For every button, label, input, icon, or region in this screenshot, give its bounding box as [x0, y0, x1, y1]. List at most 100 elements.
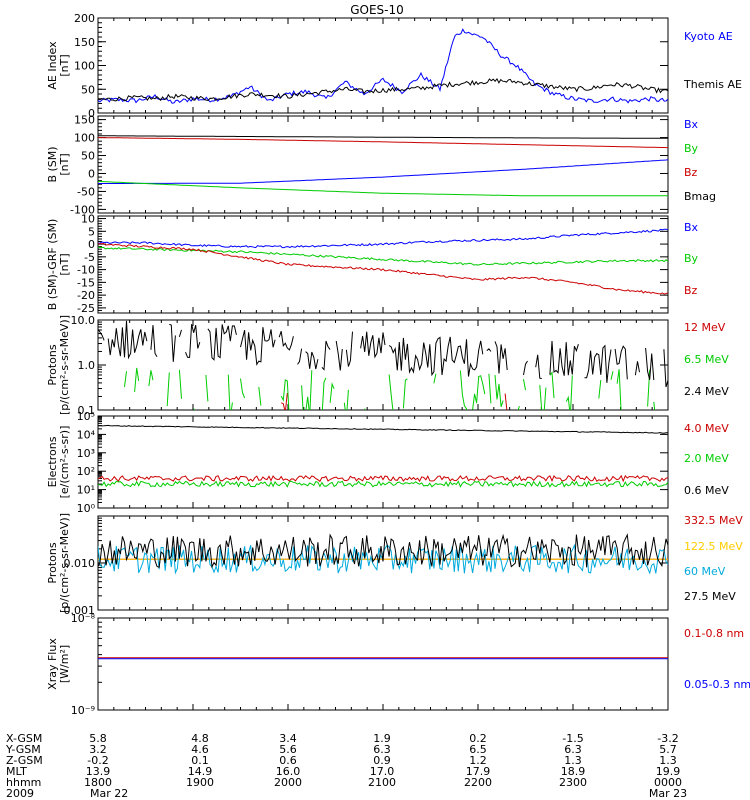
series-line-4-0-mev	[98, 474, 668, 483]
y-tick-label: 1.0	[78, 359, 96, 372]
y-tick-label: 150	[74, 36, 95, 49]
y-tick-label: 0	[88, 167, 95, 180]
y-tick-label: 0.001	[64, 604, 96, 617]
y-tick-label: -25	[77, 302, 95, 315]
y-axis-label: B (SM)	[46, 146, 59, 182]
ephem-value: Mar 23	[649, 787, 687, 800]
y-tick-label: 10⁵	[77, 410, 95, 423]
series-line-bz	[98, 242, 668, 295]
ephem-value: 2200	[464, 776, 492, 789]
y-axis-unit: [nT]	[58, 253, 71, 275]
legend-entry: Bz	[684, 166, 698, 179]
y-axis-unit: [nT]	[58, 153, 71, 175]
series-line-bx	[98, 228, 668, 249]
ephem-value: 19.9	[656, 765, 681, 778]
ephem-value: 5.8	[89, 732, 107, 745]
panel-frame	[97, 215, 669, 314]
y-axis-unit: [p/(cm²-s-sr-MeV)]	[58, 513, 71, 613]
y-tick-label: 0	[88, 107, 95, 120]
legend-entry: 0.05-0.3 nm	[684, 678, 750, 691]
series-line-60-mev	[98, 543, 668, 575]
panel-b: -100 -50 0 50 100 150 B (SM) [nT] Bx By Bz Bmag	[46, 114, 716, 217]
legend-entry: Bmag	[684, 190, 716, 203]
series-line-bx	[98, 159, 668, 184]
legend-entry: 27.5 MeV	[684, 590, 736, 603]
panel-frame	[97, 515, 669, 611]
ephem-value: 0.9	[373, 754, 391, 767]
ephem-value: 1.2	[469, 754, 487, 767]
y-tick-label: 10.0	[71, 314, 96, 327]
ephem-row-label: Y-GSM	[5, 743, 41, 756]
y-tick-label: 10⁴	[77, 428, 96, 441]
series-line-bmag	[98, 135, 668, 139]
ephem-value: 17.0	[370, 765, 395, 778]
series-line-by	[98, 246, 668, 266]
y-axis-unit: [e/(cm²-s-sr)]	[58, 426, 71, 499]
series-line-themis-ae	[98, 77, 668, 102]
y-axis-label: AE Index	[46, 41, 59, 90]
ephem-row-label: hhmm	[6, 776, 41, 789]
series-line-kyoto-ae	[98, 28, 668, 104]
ephem-value: 1800	[84, 776, 112, 789]
y-tick-label: -20	[77, 289, 95, 302]
y-tick-label: 50	[81, 150, 95, 163]
y-tick-label: 10	[81, 213, 95, 226]
y-tick-label: -5	[84, 251, 95, 264]
panel-protons_high: 0.001 0.010 Protons [p/(cm²-s-sr-MeV)] 332.5…	[46, 513, 743, 617]
ephem-value: 0.2	[469, 732, 487, 745]
legend-entry: 0.1-0.8 nm	[684, 627, 744, 640]
y-tick-label: 100	[74, 60, 95, 73]
legend-entry: 2.4 MeV	[684, 385, 729, 398]
y-tick-label: 5	[88, 225, 95, 238]
legend-entry: 122.5 MeV	[684, 540, 743, 553]
legend-entry: Kyoto AE	[684, 30, 733, 43]
legend-entry: 4.0 MeV	[684, 422, 729, 435]
y-axis-unit: [nT]	[58, 54, 71, 76]
y-axis-label: Xray Flux	[46, 638, 59, 690]
y-tick-label: 10²	[77, 465, 95, 478]
y-tick-label: 0	[88, 238, 95, 251]
ephem-value: -1.5	[562, 732, 583, 745]
panel-electrons: 10⁰ 10¹ 10² 10³ 10⁴ 10⁵ Electrons [e/(cm²-s-sr)…	[46, 410, 729, 515]
panel-frame	[97, 115, 669, 214]
legend-entry: By	[684, 252, 699, 265]
ephem-value: -0.2	[87, 754, 108, 767]
ephem-value: -3.2	[657, 732, 678, 745]
ephem-value: 5.6	[279, 743, 297, 756]
ephem-value: 5.7	[659, 743, 677, 756]
ephem-value: 1.9	[373, 732, 391, 745]
ephem-value: 1.3	[659, 754, 677, 767]
panel-protons_low: 0.1 1.0 10.0 Protons [p/(cm²-s-sr-MeV)] 12 Me…	[46, 314, 729, 417]
y-axis-unit: [W/m²]	[58, 645, 71, 683]
panel-xray: 10⁻⁹ 10⁻⁸ Xray Flux [W/m²] 0.1-0.8 nm 0.05-0.…	[46, 612, 750, 717]
y-axis-label: Electrons	[46, 436, 59, 487]
series-line-2-4-mev	[98, 320, 668, 388]
ephem-value: 3.2	[89, 743, 107, 756]
y-tick-label: -15	[77, 276, 95, 289]
ephem-value: 1.3	[564, 754, 582, 767]
series-line-27-5-mev	[98, 533, 668, 569]
series-line-6-5-mev	[124, 367, 656, 410]
y-axis-label: Protons	[46, 344, 59, 385]
series-line-2-0-mev	[98, 480, 668, 488]
series-line-bz	[98, 137, 668, 149]
ephem-value: 6.3	[373, 743, 391, 756]
y-tick-label: 10⁻⁹	[71, 704, 95, 717]
y-tick-label: 0.1	[78, 404, 96, 417]
legend-entry: 6.5 MeV	[684, 353, 729, 366]
ephem-value: 2100	[368, 776, 396, 789]
y-tick-label: 100	[74, 132, 95, 145]
y-tick-label: 0.010	[64, 557, 96, 570]
y-tick-label: -50	[77, 185, 95, 198]
ephem-value: 2000	[274, 776, 302, 789]
legend-entry: 60 MeV	[684, 565, 726, 578]
ephem-value: 18.9	[561, 765, 586, 778]
y-axis-unit: [p/(cm²-s-sr-MeV)]	[58, 315, 71, 415]
y-tick-label: 10⁻⁸	[71, 612, 96, 625]
y-axis-label: B (SM)-GRF (SM)	[46, 219, 59, 311]
ephem-value: 0.6	[279, 754, 297, 767]
panel-frame	[97, 617, 669, 711]
legend-entry: 332.5 MeV	[684, 514, 743, 527]
